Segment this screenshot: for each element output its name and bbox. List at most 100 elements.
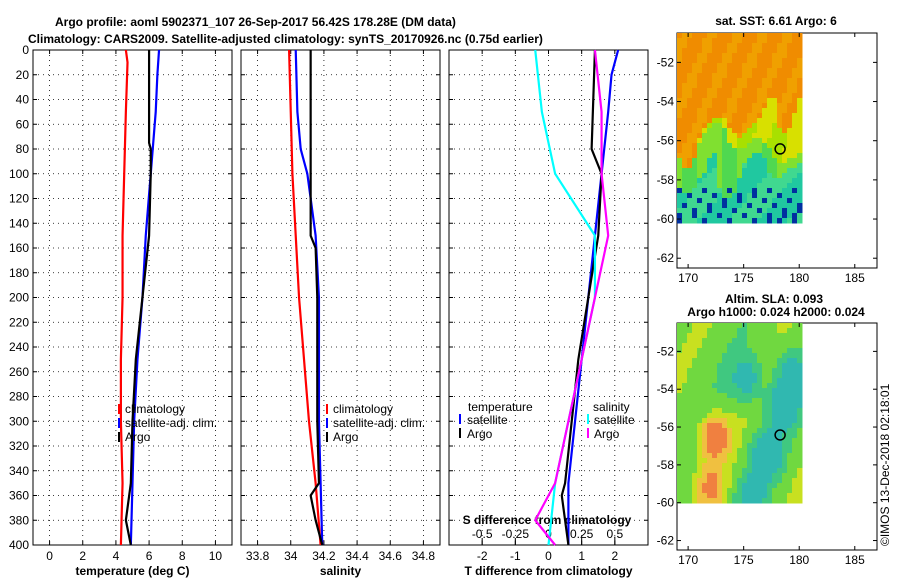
map-cell [712, 373, 718, 379]
map-cell [797, 428, 803, 434]
map-cell [782, 73, 788, 79]
map-cell [757, 183, 763, 189]
map-cell [742, 458, 748, 464]
map-cell [717, 138, 723, 144]
map-cell [787, 358, 793, 364]
map-cell [757, 443, 763, 449]
map-cell [722, 328, 728, 334]
map-cell [782, 43, 788, 49]
map-cell [732, 433, 738, 439]
map-cell [697, 88, 703, 94]
ytick-label: 400 [9, 538, 29, 552]
map-cell [782, 178, 788, 184]
map-cell [737, 328, 743, 334]
map-cell [692, 208, 698, 214]
map-cell [792, 443, 798, 449]
map-cell [727, 473, 733, 479]
map-cell [682, 408, 688, 414]
map-cell [752, 58, 758, 64]
map-cell [752, 343, 758, 349]
map-cell [747, 323, 753, 329]
map-cell [687, 453, 693, 459]
ytick-label: 240 [9, 340, 29, 354]
map-cell [767, 128, 773, 134]
map-xtick-label: 170 [678, 553, 698, 567]
map-cell [787, 383, 793, 389]
map-cell [682, 433, 688, 439]
map-cell [792, 453, 798, 459]
map-cell [692, 143, 698, 149]
map-cell [752, 123, 758, 129]
map-cell [797, 118, 803, 124]
map-cell [757, 218, 763, 224]
series-line-climatology [287, 49, 322, 546]
map-cell [677, 343, 683, 349]
map-cell [712, 393, 718, 399]
map-cell [707, 488, 713, 494]
map-cell [677, 378, 683, 384]
map-cell [777, 413, 783, 419]
map-cell [747, 333, 753, 339]
map-cell [687, 473, 693, 479]
map-xtick-label: 180 [789, 271, 809, 285]
map-cell [797, 413, 803, 419]
map-cell [687, 163, 693, 169]
map-cell [692, 203, 698, 209]
xtick-label: 34.6 [379, 549, 403, 563]
map-cell [712, 353, 718, 359]
map-cell [682, 148, 688, 154]
map-cell [702, 103, 708, 109]
map-cell [797, 398, 803, 404]
map-cell [732, 488, 738, 494]
xtick-label: 34.8 [412, 549, 436, 563]
map-cell [732, 473, 738, 479]
map-cell [677, 498, 683, 504]
map-cell [722, 378, 728, 384]
map-cell [767, 463, 773, 469]
map-cell [697, 118, 703, 124]
map-cell [782, 348, 788, 354]
map-cell [797, 463, 803, 469]
map-cell [712, 173, 718, 179]
map-cell [742, 128, 748, 134]
map-cell [772, 53, 778, 59]
map-cell [682, 363, 688, 369]
map-cell [692, 368, 698, 374]
map-cell [712, 53, 718, 59]
map-cell [717, 338, 723, 344]
map-cell [772, 368, 778, 374]
series-line-satellite-adj.-clim. [129, 49, 161, 546]
map-cell [687, 353, 693, 359]
map-cell [732, 208, 738, 214]
map-cell [722, 193, 728, 199]
map-cell [677, 73, 683, 79]
map-cell [787, 83, 793, 89]
map-cell [747, 158, 753, 164]
map-cell [737, 458, 743, 464]
map-cell [697, 413, 703, 419]
map-cell [767, 208, 773, 214]
map-cell [687, 343, 693, 349]
map-cell [712, 38, 718, 44]
map-cell [777, 468, 783, 474]
map-cell [687, 68, 693, 74]
map-cell [717, 123, 723, 129]
map-cell [767, 123, 773, 129]
map-cell [717, 53, 723, 59]
map-cell [797, 383, 803, 389]
map-cell [757, 208, 763, 214]
map-cell [682, 403, 688, 409]
map-cell [732, 323, 738, 329]
map-cell [757, 188, 763, 194]
map-cell [687, 478, 693, 484]
map-cell [777, 493, 783, 499]
map-cell [762, 368, 768, 374]
map-cell [752, 323, 758, 329]
map-cell [747, 143, 753, 149]
map-cell [702, 148, 708, 154]
map-cell [687, 198, 693, 204]
map-cell [762, 48, 768, 54]
argo-position-marker [774, 429, 786, 441]
map-cell [722, 373, 728, 379]
map-cell [777, 418, 783, 424]
